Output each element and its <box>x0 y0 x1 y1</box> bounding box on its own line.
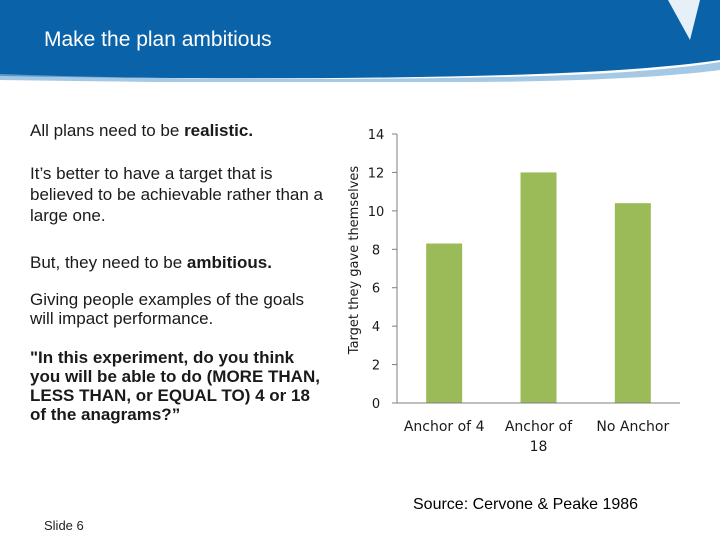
paragraph-experiment-quote: "In this experiment, do you think you wi… <box>30 348 320 424</box>
y-tick-label: 0 <box>372 397 380 412</box>
bar-chart: Target they gave themselves 02468101214 … <box>347 128 680 455</box>
x-tick-label: No Anchor <box>596 419 669 435</box>
page-title: Make the plan ambitious <box>44 28 272 51</box>
y-tick-label: 10 <box>368 205 385 220</box>
banner-accent <box>0 62 720 82</box>
y-tick-label: 14 <box>368 128 385 143</box>
x-tick-labels: Anchor of 4 Anchor of 18 No Anchor <box>404 419 670 455</box>
y-tick-label: 2 <box>372 359 380 374</box>
x-tick-label: Anchor of 4 <box>404 419 485 435</box>
y-ticks: 0 2 4 6 8 10 12 14 <box>368 128 397 412</box>
y-tick-label: 6 <box>372 282 380 297</box>
paragraph-realistic: All plans need to be realistic. <box>30 120 253 141</box>
y-tick-label: 8 <box>372 243 380 258</box>
slide-number: Slide 6 <box>44 518 84 533</box>
banner-swoosh <box>668 0 700 40</box>
paragraph-ambitious-bold: ambitious. <box>186 253 272 272</box>
y-tick-label: 4 <box>372 320 380 335</box>
paragraph-realistic-plain: All plans need to be <box>30 121 185 140</box>
paragraph-achievable: It’s better to have a target that is bel… <box>30 164 323 225</box>
bar-anchor-of-18 <box>520 172 557 403</box>
x-tick-label: Anchor of <box>505 419 573 435</box>
y-axis-label: Target they gave themselves <box>347 166 362 356</box>
bar-anchor-of-4 <box>426 243 463 403</box>
paragraph-examples: Giving people examples of the goals will… <box>30 290 305 328</box>
source-citation: Source: Cervone & Peake 1986 <box>413 496 639 513</box>
header-banner-shape <box>0 0 720 82</box>
banner-fill <box>0 0 720 79</box>
y-tick-label: 12 <box>368 166 385 181</box>
paragraph-ambitious: But, they need to be ambitious. <box>30 252 272 273</box>
bar-no-anchor <box>614 203 651 403</box>
paragraph-ambitious-plain: But, they need to be <box>30 253 187 272</box>
paragraph-realistic-bold: realistic. <box>184 121 254 140</box>
header-banner <box>0 0 720 82</box>
x-tick-label: 18 <box>530 439 548 455</box>
bars <box>426 172 651 403</box>
